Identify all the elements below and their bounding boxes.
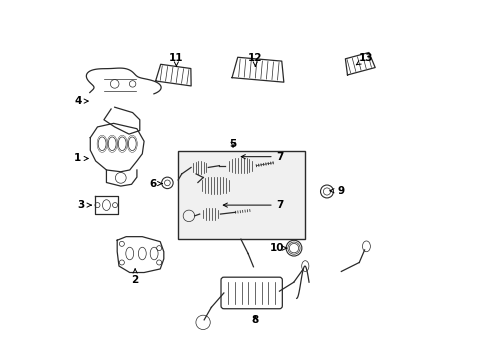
Text: 7: 7 [223,200,284,210]
Text: 4: 4 [74,96,88,106]
Text: 11: 11 [169,53,183,66]
Text: 6: 6 [149,179,162,189]
Bar [178,151,305,239]
Text: 1: 1 [74,153,88,163]
Text: 5: 5 [229,139,236,149]
Text: 8: 8 [251,315,258,325]
Text: 10: 10 [269,243,286,253]
Text: 2: 2 [131,269,139,285]
Text: 12: 12 [247,53,262,66]
Text: 13: 13 [356,53,373,65]
Text: 3: 3 [78,200,91,210]
Text: 7: 7 [241,152,284,162]
Text: 9: 9 [329,186,344,196]
